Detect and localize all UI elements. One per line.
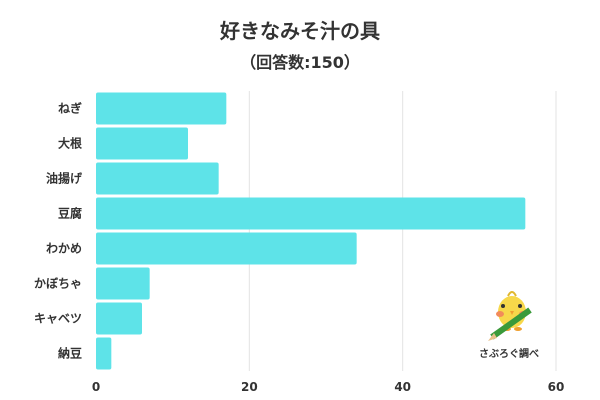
category-label: キャベツ (34, 312, 82, 326)
bar (96, 267, 150, 300)
x-tick-label: 0 (92, 380, 100, 394)
category-label: 豆腐 (58, 206, 82, 221)
x-axis-ticks: 0 20 40 60 (92, 380, 565, 394)
bar (96, 302, 142, 335)
category-label: 油揚げ (46, 171, 83, 186)
bar (96, 162, 219, 195)
category-label: かぼちゃ (34, 277, 82, 291)
x-tick-label: 60 (548, 380, 565, 394)
category-label: わかめ (46, 242, 82, 256)
pencil-icon (488, 307, 532, 341)
category-label: 納豆 (58, 346, 82, 361)
category-label: 大根 (58, 136, 82, 151)
bars (96, 92, 526, 370)
x-tick-label: 20 (241, 380, 258, 394)
category-label: ねぎ (58, 101, 82, 116)
chart-title: 好きなみそ汁の具 (219, 19, 380, 43)
logo-text: さぶろぐ調べ (479, 347, 539, 360)
saburogu-logo: さぶろぐ調べ (479, 291, 539, 360)
bar (96, 232, 357, 265)
bar (96, 92, 227, 125)
x-tick-label: 40 (394, 380, 411, 394)
chart-subtitle: （回答数:150） (240, 53, 360, 72)
bar (96, 127, 188, 160)
bar (96, 197, 526, 230)
bar (96, 337, 112, 370)
grid (248, 91, 557, 371)
